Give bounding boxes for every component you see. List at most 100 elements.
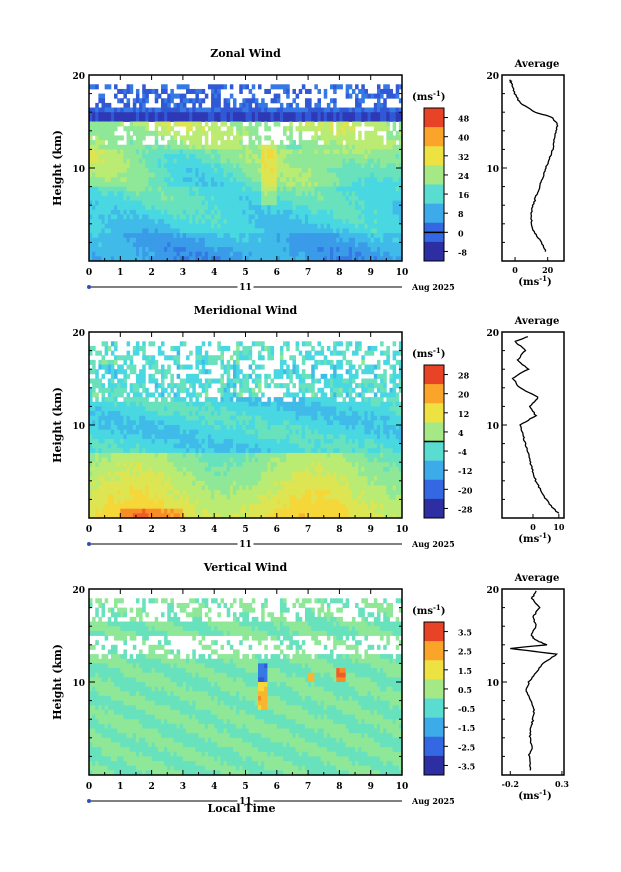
heatmap-cell <box>142 223 146 229</box>
heatmap-cell <box>232 359 237 365</box>
heatmap-cell <box>245 98 250 104</box>
heatmap-cell <box>295 209 300 215</box>
heatmap-cell <box>339 116 343 122</box>
heatmap-cell <box>370 209 375 215</box>
heatmap-cell <box>289 233 293 239</box>
heatmap-cell <box>283 233 287 239</box>
heatmap-cell <box>167 144 171 150</box>
heatmap-cell <box>164 490 168 496</box>
heatmap-cell <box>207 401 212 407</box>
heatmap-cell <box>351 154 356 160</box>
heatmap-cell <box>323 181 328 187</box>
heatmap-cell <box>355 181 359 187</box>
heatmap-cell <box>323 168 328 174</box>
heatmap-cell <box>376 181 381 187</box>
heatmap-cell <box>92 205 96 211</box>
colorbar-frame <box>423 107 445 262</box>
heatmap-cell <box>198 181 203 187</box>
heatmap-cell <box>298 168 303 174</box>
heatmap-cell <box>154 364 159 370</box>
heatmap-cell <box>110 452 115 458</box>
heatmap-cell <box>376 158 381 164</box>
heatmap-cell <box>308 88 312 94</box>
heatmap-cell <box>264 195 268 201</box>
heatmap-cell <box>279 158 284 164</box>
x-tick-label: 5 <box>242 268 248 278</box>
heatmap-cell <box>333 135 337 141</box>
heatmap-cell <box>348 130 353 136</box>
heatmap-cell <box>173 504 178 510</box>
heatmap-cell <box>95 476 99 482</box>
heatmap-cell <box>114 256 118 262</box>
heatmap-cell <box>289 200 293 206</box>
heatmap-cell <box>182 251 187 257</box>
heatmap-cell <box>236 228 240 234</box>
heatmap-cell <box>232 200 237 206</box>
heatmap-cell <box>232 172 237 178</box>
heatmap-cell <box>211 84 215 90</box>
heatmap-cell <box>139 116 143 122</box>
heatmap-cell <box>167 116 171 122</box>
heatmap-cell <box>229 214 234 220</box>
heatmap-cell <box>242 195 246 201</box>
heatmap-cell <box>92 471 96 477</box>
heatmap-cell <box>123 233 127 239</box>
heatmap-cell <box>195 490 199 496</box>
heatmap-cell <box>154 168 159 174</box>
heatmap-cell <box>298 177 303 183</box>
heatmap-cell <box>92 466 96 472</box>
heatmap-cell <box>314 181 318 187</box>
heatmap-cell <box>98 452 102 458</box>
heatmap-cell <box>258 149 262 155</box>
heatmap-cell <box>361 233 365 239</box>
heatmap-cell <box>117 149 121 155</box>
heatmap-cell <box>276 233 281 239</box>
heatmap-cell <box>142 369 146 375</box>
heatmap-cell <box>192 168 196 174</box>
heatmap-cell <box>201 209 206 215</box>
heatmap-cell <box>198 223 203 229</box>
heatmap-cell <box>373 209 378 215</box>
heatmap-cell <box>220 504 224 510</box>
heatmap-cell <box>308 219 312 225</box>
heatmap-cell <box>135 158 140 164</box>
heatmap-cell <box>92 223 96 229</box>
heatmap-cell <box>214 415 218 421</box>
heatmap-cell <box>101 462 106 468</box>
heatmap-cell <box>236 140 240 146</box>
heatmap-cell <box>236 205 240 211</box>
heatmap-cell <box>376 116 381 122</box>
heatmap-cell <box>104 247 109 253</box>
heatmap-cell <box>142 513 146 519</box>
heatmap-cell <box>392 126 397 132</box>
heatmap-cell <box>157 513 162 519</box>
heatmap-cell <box>211 443 215 449</box>
heatmap-cell <box>267 158 271 164</box>
heatmap-cell <box>142 154 146 160</box>
heatmap-cell <box>176 494 181 500</box>
heatmap-cell <box>286 93 290 99</box>
heatmap-cell <box>389 130 394 136</box>
heatmap-cell <box>142 112 146 118</box>
heatmap-cell <box>189 209 193 215</box>
heatmap-cell <box>214 135 218 141</box>
heatmap-cell <box>123 219 127 225</box>
heatmap-cell <box>242 172 246 178</box>
heatmap-cell <box>151 154 156 160</box>
heatmap-cell <box>286 102 290 108</box>
heatmap-cell <box>160 158 165 164</box>
heatmap-cell <box>333 247 337 253</box>
heatmap-cell <box>361 98 365 104</box>
heatmap-cell <box>223 499 228 505</box>
heatmap-cell <box>189 233 193 239</box>
heatmap-cell <box>295 149 300 155</box>
heatmap-cell <box>370 93 375 99</box>
heatmap-cell <box>279 177 284 183</box>
heatmap-cell <box>207 434 212 440</box>
heatmap-cell <box>345 93 350 99</box>
heatmap-cell <box>220 195 224 201</box>
heatmap-cell <box>101 490 106 496</box>
heatmap-cell <box>380 228 384 234</box>
heatmap-cell <box>104 387 109 393</box>
heatmap-cell <box>358 181 362 187</box>
